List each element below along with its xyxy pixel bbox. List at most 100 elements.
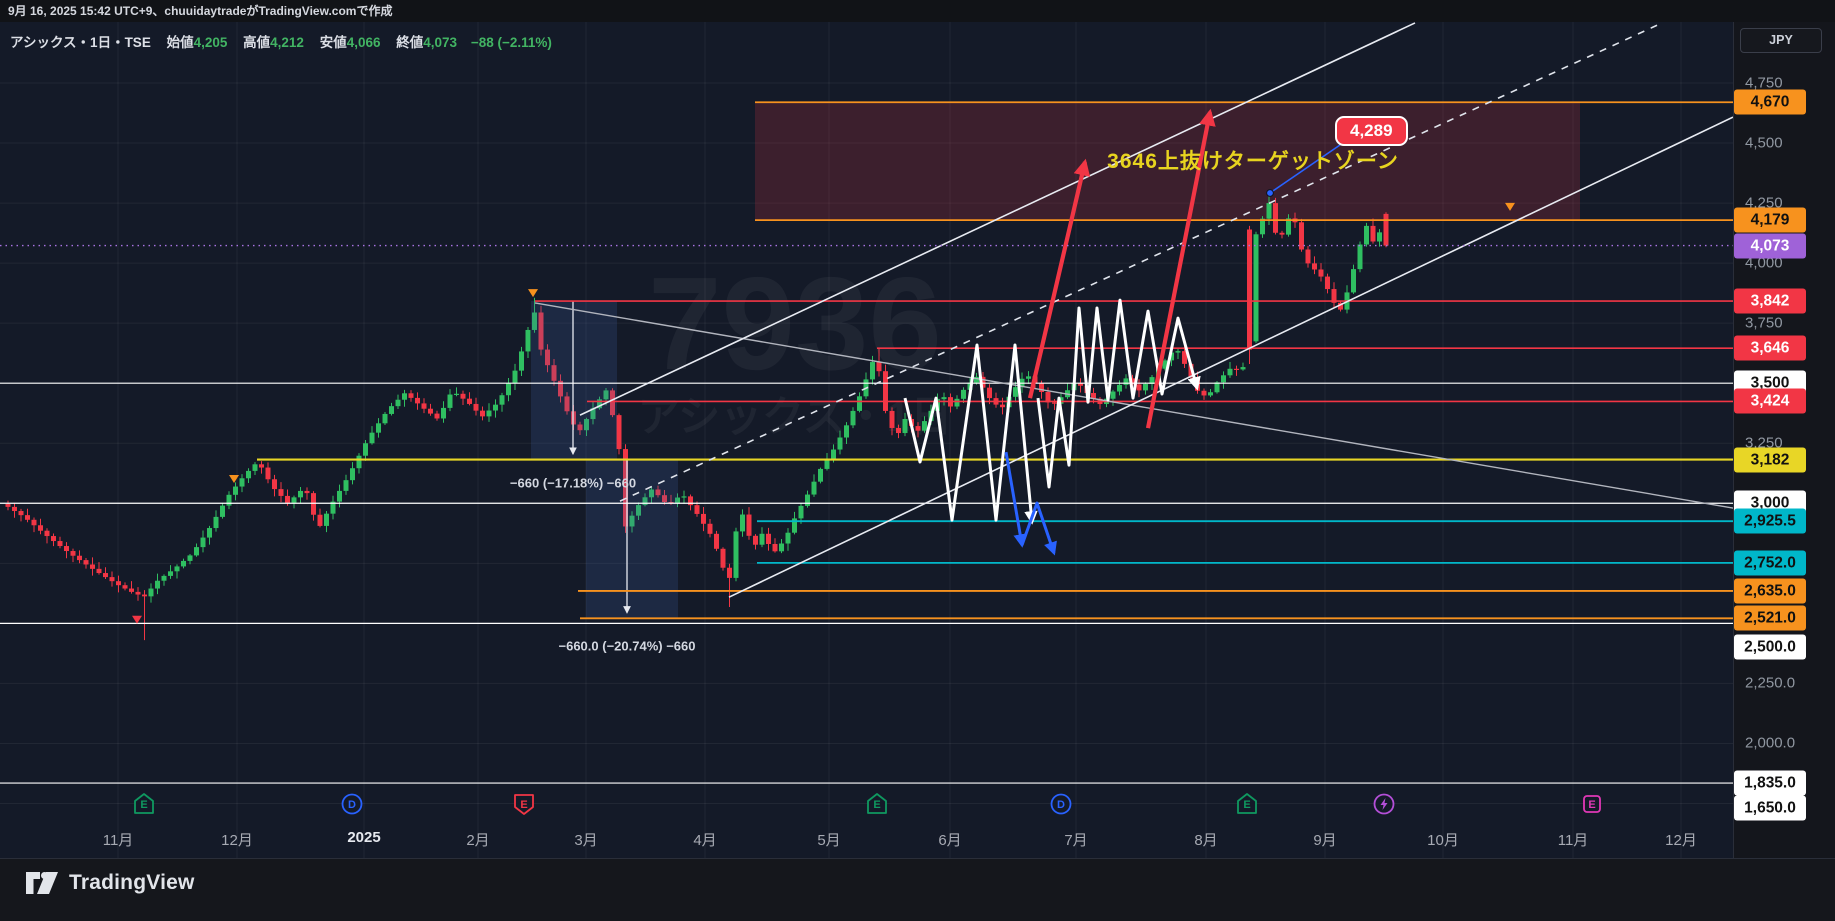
candle-body bbox=[135, 591, 141, 595]
icon-shape bbox=[514, 794, 534, 815]
time-axis-label[interactable]: 9月 bbox=[1313, 832, 1337, 849]
time-axis-label[interactable]: 8月 bbox=[1194, 832, 1218, 849]
candle-body bbox=[1279, 232, 1285, 235]
alert-marker-icon[interactable] bbox=[528, 289, 538, 298]
candle-body bbox=[129, 588, 134, 592]
candle-body bbox=[1351, 269, 1356, 293]
candle-body bbox=[1247, 229, 1252, 350]
candle-body bbox=[239, 478, 245, 487]
time-axis-divider bbox=[0, 858, 1835, 859]
candle-body bbox=[1208, 392, 1213, 396]
ohlc-legend[interactable]: アシックス・1日・TSE 始値4,205 高値4,212 安値4,066 終値4… bbox=[10, 31, 552, 51]
candle-body bbox=[1130, 378, 1135, 385]
earnings-icon[interactable]: E bbox=[134, 793, 154, 814]
dividend-icon[interactable]: D bbox=[341, 793, 363, 815]
time-axis-label[interactable]: 6月 bbox=[938, 832, 962, 849]
candle-body bbox=[415, 397, 420, 404]
price-range-box[interactable] bbox=[531, 301, 617, 460]
candle-body bbox=[174, 566, 180, 572]
dividend-icon[interactable]: D bbox=[1050, 793, 1072, 815]
price-level-badge: 3,500 bbox=[1734, 370, 1806, 396]
candle-body bbox=[421, 403, 427, 409]
split-icon[interactable] bbox=[1373, 793, 1395, 815]
zigzag-projection[interactable] bbox=[903, 343, 1038, 525]
candle-body bbox=[655, 489, 661, 496]
candle-body bbox=[577, 424, 583, 431]
candle-body bbox=[493, 404, 498, 411]
breakdown-projection-arrow[interactable] bbox=[1004, 451, 1027, 548]
earnings-icon[interactable]: E bbox=[867, 793, 887, 814]
earnings-icon[interactable]: E bbox=[1237, 793, 1257, 814]
candle-body bbox=[668, 502, 674, 504]
target-zone-annotation[interactable]: 3646上抜けターゲットゾーン bbox=[1107, 150, 1399, 173]
time-axis-label[interactable]: 7月 bbox=[1064, 832, 1088, 849]
candle-body bbox=[597, 399, 602, 409]
trendline[interactable] bbox=[619, 23, 1661, 502]
candle-body bbox=[83, 560, 89, 565]
price-level-badge: 4,670 bbox=[1734, 89, 1806, 115]
candle-body bbox=[1383, 213, 1389, 246]
candle-body bbox=[753, 535, 758, 545]
candles-layer bbox=[5, 193, 1389, 641]
candle-body bbox=[226, 494, 232, 506]
price-range-box[interactable] bbox=[586, 459, 678, 619]
price-scale[interactable] bbox=[1734, 22, 1835, 858]
candle-body bbox=[1149, 377, 1155, 384]
earnings-icon[interactable]: E bbox=[514, 794, 534, 815]
icon-letter: E bbox=[1243, 799, 1250, 811]
trendline[interactable] bbox=[579, 22, 1416, 416]
candle-body bbox=[1013, 387, 1018, 397]
price-level-badge: 3,842 bbox=[1734, 288, 1806, 314]
alert-marker-icon[interactable] bbox=[132, 615, 142, 624]
time-axis-label[interactable]: 11月 bbox=[102, 832, 134, 849]
candle-body bbox=[285, 495, 290, 503]
candle-body bbox=[12, 506, 17, 512]
currency-toggle-button[interactable]: JPY bbox=[1740, 28, 1822, 53]
candle-body bbox=[1325, 276, 1330, 290]
time-axis-label[interactable]: 12月 bbox=[221, 832, 253, 849]
future-earnings-icon[interactable]: E bbox=[1583, 795, 1601, 813]
candle-body bbox=[785, 532, 791, 544]
price-callout-bubble[interactable]: 4,289 bbox=[1335, 116, 1408, 146]
candle-body bbox=[304, 490, 310, 494]
candle-body bbox=[1253, 234, 1259, 342]
time-axis-label[interactable]: 12月 bbox=[1665, 832, 1697, 849]
candle-body bbox=[610, 390, 615, 416]
tradingview-logo[interactable]: TradingView bbox=[26, 871, 195, 895]
trendline[interactable] bbox=[728, 116, 1733, 598]
candle-body bbox=[57, 541, 63, 547]
time-axis-label[interactable]: 5月 bbox=[817, 832, 841, 849]
callout-anchor-dot[interactable] bbox=[1266, 189, 1274, 197]
time-axis-label[interactable]: 3月 bbox=[574, 832, 598, 849]
chart-layers[interactable] bbox=[0, 22, 1733, 858]
candle-body bbox=[896, 427, 901, 434]
breakout-projection-arrow[interactable] bbox=[1145, 108, 1216, 429]
breakout-projection-arrow[interactable] bbox=[1027, 158, 1091, 399]
breakdown-projection-arrow[interactable] bbox=[1020, 501, 1057, 556]
candle-body bbox=[109, 577, 115, 582]
candle-body bbox=[1058, 397, 1064, 404]
time-axis-label[interactable]: 2025 bbox=[347, 829, 381, 846]
chart-pane[interactable] bbox=[0, 22, 1733, 858]
alert-marker-icon[interactable] bbox=[1505, 202, 1515, 211]
candle-body bbox=[499, 395, 505, 405]
price-tick-label: 3,750 bbox=[1745, 314, 1783, 332]
symbol-title[interactable]: アシックス・1日・TSE bbox=[10, 35, 151, 50]
candle-body bbox=[122, 585, 128, 589]
alert-marker-icon[interactable] bbox=[229, 475, 239, 484]
time-axis-label[interactable]: 2月 bbox=[466, 832, 490, 849]
time-axis-label[interactable]: 11月 bbox=[1557, 832, 1589, 849]
candle-body bbox=[194, 547, 199, 556]
zigzag-projection[interactable] bbox=[1036, 298, 1201, 489]
price-level-badge: 3,646 bbox=[1734, 335, 1806, 361]
candle-body bbox=[584, 419, 589, 431]
time-axis-label[interactable]: 4月 bbox=[693, 832, 717, 849]
target-zone-box[interactable] bbox=[755, 102, 1580, 221]
candle-body bbox=[441, 407, 446, 419]
candle-body bbox=[740, 514, 745, 532]
trendline[interactable] bbox=[534, 302, 1733, 509]
time-axis-label[interactable]: 10月 bbox=[1427, 832, 1459, 849]
candle-body bbox=[922, 421, 927, 431]
price-tick-label: 4,750 bbox=[1745, 74, 1783, 92]
